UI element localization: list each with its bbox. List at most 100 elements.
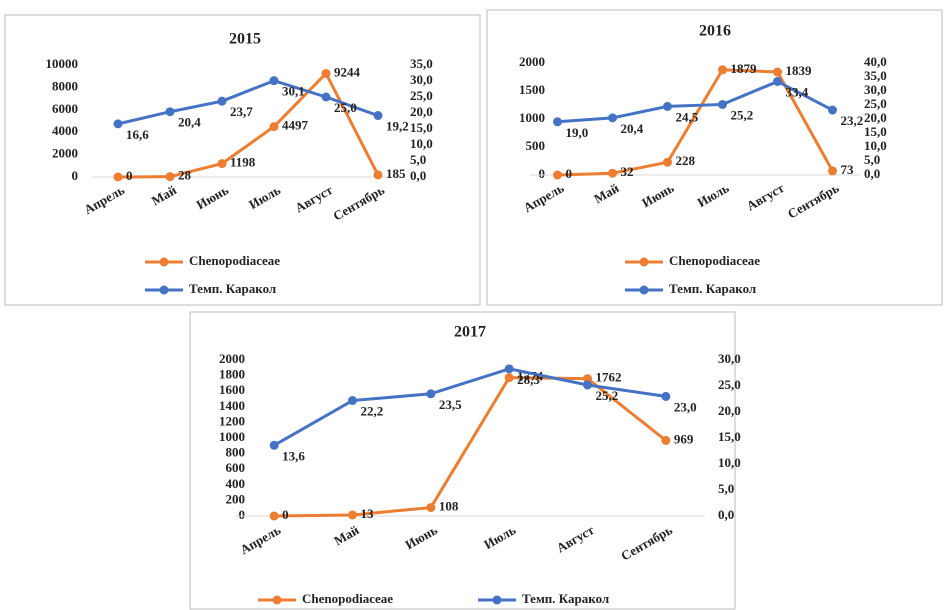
panel-2017 [189,311,736,610]
legend-marker [159,285,169,295]
data-label: 30,1 [282,84,305,99]
data-label: 33,4 [786,84,809,99]
data-label: 19,2 [386,119,409,134]
y-tick-label: 1200 [219,413,245,428]
chart-title: 2017 [454,324,486,341]
data-label: 25,0 [334,100,357,115]
y2-tick-label: 10,0 [718,455,741,470]
data-label: 0 [126,168,133,183]
y2-tick-label: 5,0 [864,152,880,167]
series-marker [504,364,514,374]
data-label: 228 [676,153,696,168]
y2-tick-label: 30,0 [718,351,741,366]
data-label: 28 [178,168,192,183]
legend-label: Темп. Каракол [522,591,609,606]
series-marker [773,67,782,77]
y2-tick-label: 10,0 [864,138,887,153]
data-label: 1879 [731,61,758,76]
series-marker [269,122,279,132]
legend-label: Chenopodiaceae [302,591,393,606]
series-marker [583,380,592,390]
chart-title: 2015 [229,31,261,48]
legend-label: Chenopodiaceae [669,253,760,268]
data-label: 16,6 [126,127,149,142]
data-label: 23,0 [674,399,697,414]
series-marker [165,172,175,182]
series-marker [348,510,357,520]
series-marker [373,111,383,121]
data-label: 22,2 [361,404,384,419]
legend-marker [272,595,282,605]
series-marker [321,92,331,102]
series-marker [426,389,436,399]
series-marker [583,374,592,384]
series-marker [321,68,331,78]
y2-tick-label: 30,0 [410,72,433,87]
series-marker [661,391,671,401]
y2-tick-label: 0,0 [410,168,426,183]
series-marker [553,117,562,127]
series-marker [663,157,672,167]
series-line [117,70,380,179]
y2-tick-label: 40,0 [864,54,887,69]
y-tick-label: 1600 [219,382,245,397]
series-marker [348,396,357,406]
y2-tick-label: 15,0 [718,429,741,444]
chart-title: 2016 [699,23,731,40]
data-label: 9244 [334,64,361,79]
series-line [273,367,667,447]
y-tick-label: 2000 [52,146,78,161]
y2-tick-label: 5,0 [718,481,734,496]
series-marker [608,168,617,178]
series-marker [426,503,436,513]
data-label: 1839 [786,63,813,78]
series-marker [504,373,514,383]
series-marker [828,105,837,115]
panel-2015 [4,14,481,306]
series-marker [773,76,782,86]
y2-tick-label: 15,0 [410,120,433,135]
panel-2016 [486,9,943,306]
series-marker [113,172,123,182]
legend-marker [639,285,649,295]
y-tick-label: 8000 [52,78,78,93]
y-tick-label: 1400 [219,398,245,413]
data-label: 20,4 [621,121,644,136]
y2-tick-label: 20,0 [718,403,741,418]
data-label: 13,6 [282,448,305,463]
y-tick-label: 1000 [219,429,245,444]
y-tick-label: 2000 [219,351,245,366]
y-tick-label: 500 [526,138,546,153]
y-tick-label: 400 [226,476,246,491]
data-label: 1762 [596,370,622,385]
y2-tick-label: 0,0 [718,507,734,522]
data-label: 73 [841,162,855,177]
y2-tick-label: 35,0 [864,68,887,83]
data-label: 25,2 [731,107,754,122]
data-label: 24,5 [676,109,699,124]
series-marker [718,65,727,75]
data-label: 23,2 [841,113,864,128]
y-tick-label: 200 [226,491,246,506]
series-marker [269,511,279,521]
y-tick-label: 600 [226,460,246,475]
series-marker [217,159,227,169]
data-label: 28,3 [517,372,540,387]
series-line [117,79,379,126]
y-tick-label: 4000 [52,123,78,138]
y-tick-label: 800 [226,445,246,460]
series-marker [269,440,279,450]
data-label: 4497 [282,118,309,133]
data-label: 20,4 [178,115,201,130]
data-label: 0 [282,507,289,522]
data-label: 13 [361,506,375,521]
y-tick-label: 1000 [519,110,545,125]
y2-tick-label: 15,0 [864,124,887,139]
series-marker [608,113,617,123]
series-line [274,376,667,518]
series-marker [718,99,727,109]
legend-label: Chenopodiaceae [189,253,280,268]
y-tick-label: 0 [72,168,79,183]
